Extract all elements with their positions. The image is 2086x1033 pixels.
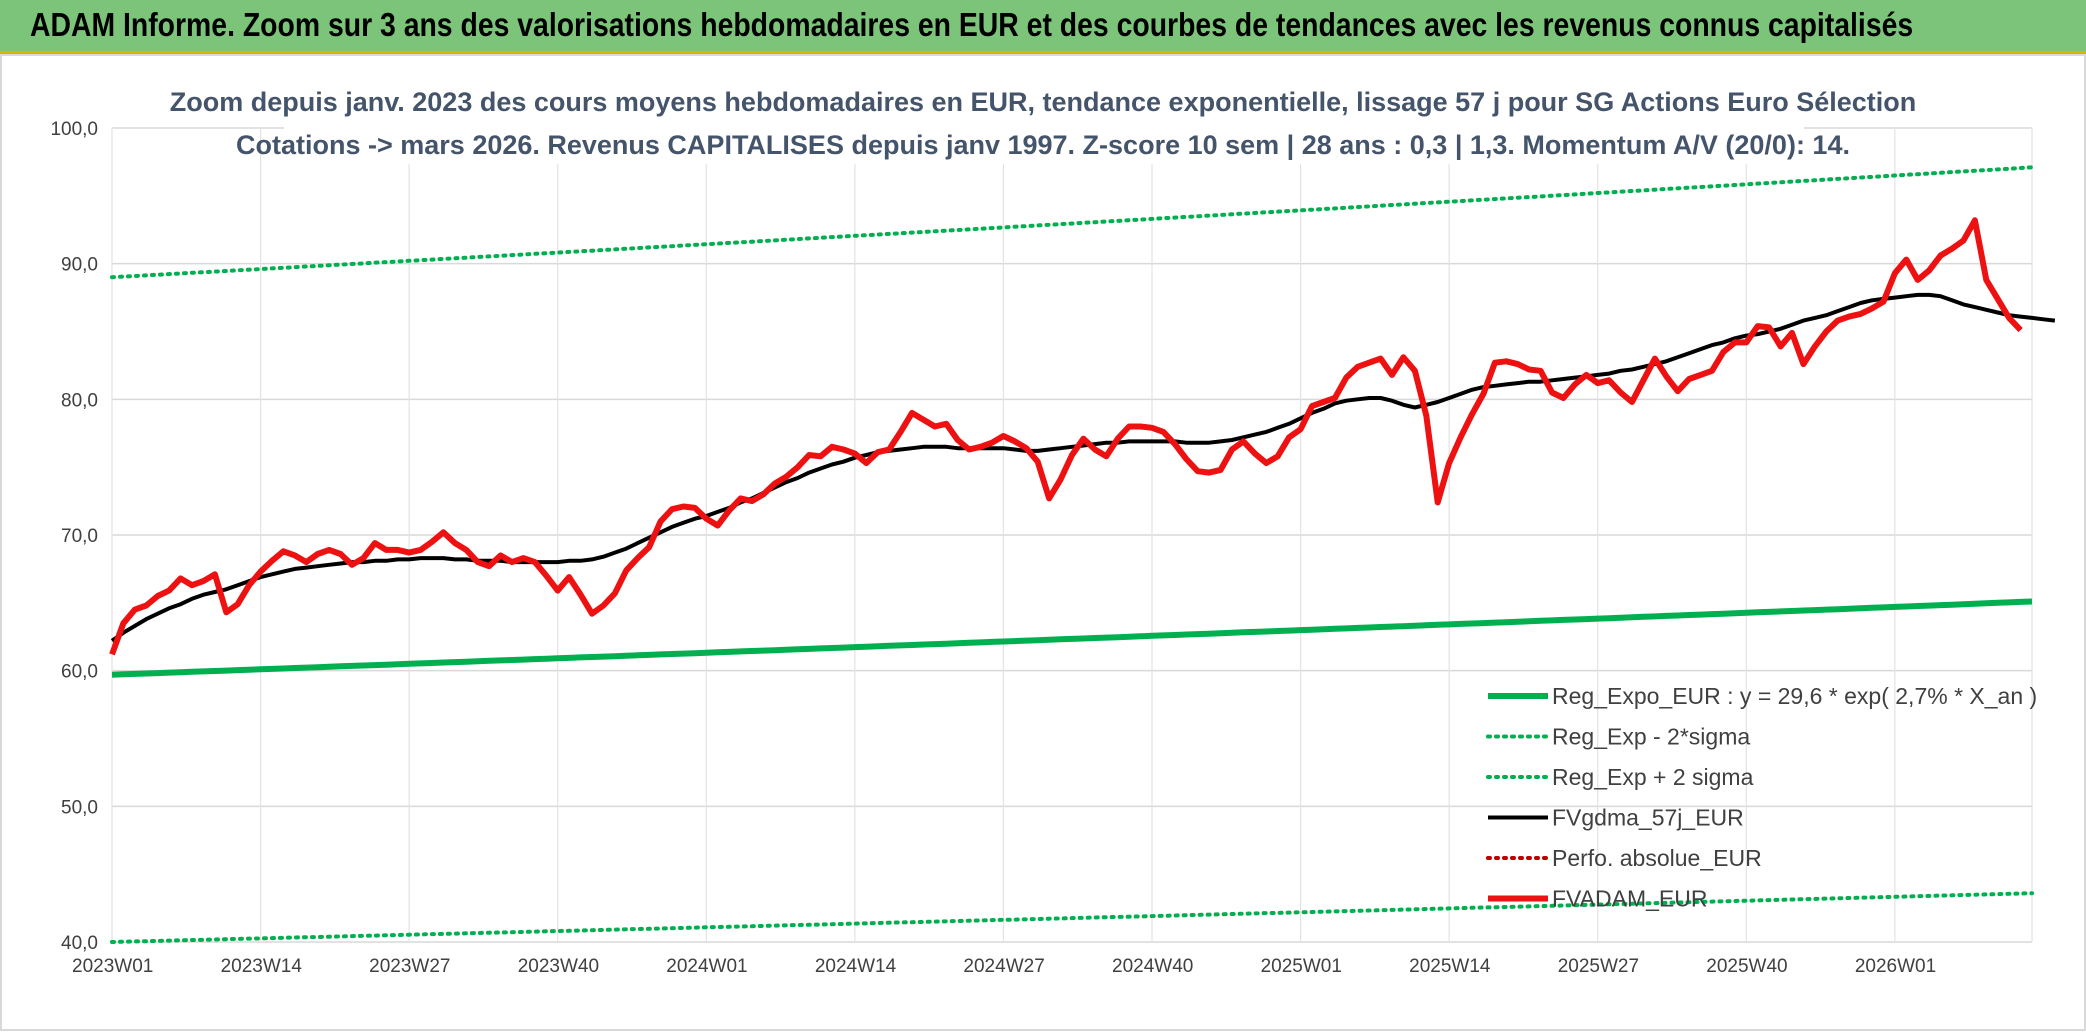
title-backdrop — [284, 84, 1804, 164]
legend-label: Reg_Expo_EUR : y = 29,6 * exp( 2,7% * X_… — [1552, 683, 2037, 709]
legend-label: FVgdma_57j_EUR — [1552, 805, 1744, 831]
y-tick-label: 50,0 — [61, 797, 98, 818]
chart-title-line1: Zoom depuis janv. 2023 des cours moyens … — [170, 87, 1917, 117]
series-line-fvgdma-57j-eur — [110, 292, 2056, 643]
x-tick-label: 2023W01 — [72, 956, 153, 977]
x-tick-label: 2024W40 — [1112, 956, 1193, 977]
series-line-reg-exp-2-sigma — [110, 165, 2034, 280]
series-line-reg-expo-eur-y-29-6-exp-2-7-x-an — [111, 598, 2033, 678]
series-line-reg-exp-2-sigma — [110, 891, 2034, 944]
report-title: ADAM Informe. Zoom sur 3 ans des valoris… — [30, 6, 1914, 43]
report-banner: ADAM Informe. Zoom sur 3 ans des valoris… — [0, 0, 2086, 54]
x-tick-label: 2025W14 — [1409, 956, 1491, 977]
x-tick-label: 2025W27 — [1558, 956, 1639, 977]
legend-label: Reg_Exp - 2*sigma — [1552, 724, 1750, 750]
chart-legend: Reg_Expo_EUR : y = 29,6 * exp( 2,7% * X_… — [1486, 683, 2037, 912]
y-tick-label: 80,0 — [61, 390, 98, 411]
chart-frame: 40,0 50,0 60,0 70,0 80,0 90,0 100,0 2023W01 202… — [0, 54, 2086, 1031]
series-layer — [109, 165, 2056, 944]
x-tick-label: 2024W27 — [963, 956, 1044, 977]
x-tick-label: 2026W01 — [1855, 956, 1936, 977]
x-tick-label: 2023W40 — [518, 956, 599, 977]
y-tick-label: 40,0 — [61, 933, 98, 954]
chart-title-line2: Cotations -> mars 2026. Revenus CAPITALI… — [236, 130, 1850, 160]
legend-label: FVADAM_EUR — [1552, 886, 1708, 912]
y-axis-labels: 40,0 50,0 60,0 70,0 80,0 90,0 100,0 — [50, 119, 98, 954]
y-tick-label: 90,0 — [61, 255, 98, 276]
y-tick-label: 100,0 — [50, 119, 98, 140]
series-line-fvadam-eur — [109, 217, 2023, 656]
legend-label: Perfo. absolue_EUR — [1552, 845, 1762, 871]
x-tick-label: 2025W40 — [1706, 956, 1787, 977]
x-axis-labels: 2023W01 2023W14 2023W27 2023W40 2024W01 2024W… — [72, 956, 1936, 977]
y-tick-label: 70,0 — [61, 526, 98, 547]
grid-lines — [111, 127, 2033, 943]
legend-label: Reg_Exp + 2 sigma — [1552, 764, 1754, 790]
y-tick-label: 60,0 — [61, 662, 98, 683]
x-tick-label: 2024W14 — [815, 956, 897, 977]
x-tick-label: 2023W27 — [369, 956, 450, 977]
x-tick-label: 2023W14 — [221, 956, 303, 977]
chart-titles: Zoom depuis janv. 2023 des cours moyens … — [170, 84, 1917, 164]
x-tick-label: 2024W01 — [666, 956, 747, 977]
x-tick-label: 2025W01 — [1261, 956, 1342, 977]
